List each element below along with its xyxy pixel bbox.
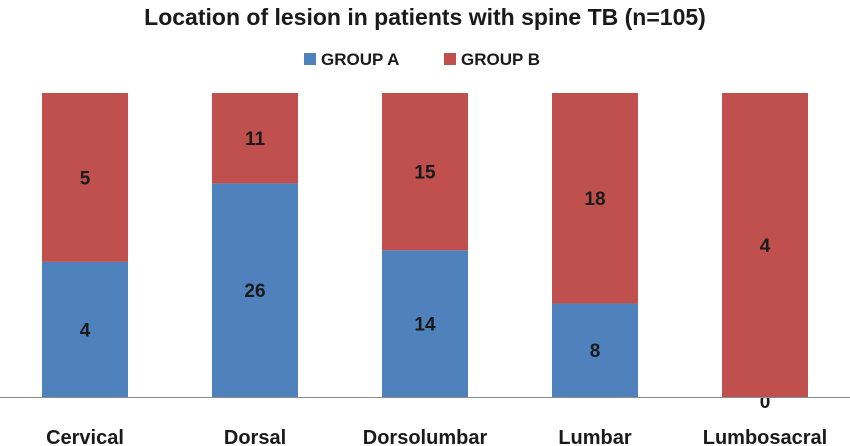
x-axis: Cervical Dorsal Dorsolumbar Lumbar Lumbosacr… (0, 397, 850, 446)
data-label-dorsal-group-b: 11 (245, 129, 266, 150)
legend-swatch-group-a (304, 53, 316, 65)
bar-dorsolumbar-group-a (382, 250, 468, 397)
legend-swatch-group-b (444, 53, 456, 65)
data-label-lumbar-group-a: 8 (590, 341, 601, 362)
data-label-lumbosacral-group-a: 0 (760, 392, 771, 413)
data-label-cervical-group-a: 4 (80, 320, 91, 341)
category-label-lumbosacral: Lumbosacral (703, 427, 827, 446)
bar-dorsal-group-a (212, 183, 298, 397)
bar-dorsolumbar-group-b (382, 93, 468, 251)
data-label-dorsolumbar-group-a: 14 (414, 315, 436, 336)
legend: GROUP A GROUP B (304, 50, 540, 69)
data-label-dorsolumbar-group-b: 15 (414, 163, 436, 184)
legend-label-group-a: GROUP A (321, 50, 399, 69)
data-label-cervical-group-b: 5 (80, 168, 91, 189)
bar-cervical-group-a (42, 261, 128, 397)
bar-lumbar-group-a (552, 303, 638, 397)
data-label-lumbosacral-group-b: 4 (760, 236, 771, 257)
bar-cervical-group-b (42, 93, 128, 262)
category-label-dorsolumbar: Dorsolumbar (363, 427, 488, 446)
bar-lumbosacral-group-b (722, 93, 808, 397)
bar-dorsal-group-b (212, 93, 298, 184)
bar-lumbar-group-b (552, 93, 638, 304)
data-label-dorsal-group-a: 26 (244, 281, 265, 302)
plot-area: 4 5 26 11 14 15 8 18 0 4 (42, 93, 808, 413)
category-label-dorsal: Dorsal (224, 427, 286, 446)
category-label-cervical: Cervical (46, 427, 124, 446)
chart-title: Location of lesion in patients with spin… (144, 4, 706, 30)
category-label-lumbar: Lumbar (558, 427, 632, 446)
legend-label-group-b: GROUP B (461, 50, 540, 69)
data-label-lumbar-group-b: 18 (584, 189, 605, 210)
